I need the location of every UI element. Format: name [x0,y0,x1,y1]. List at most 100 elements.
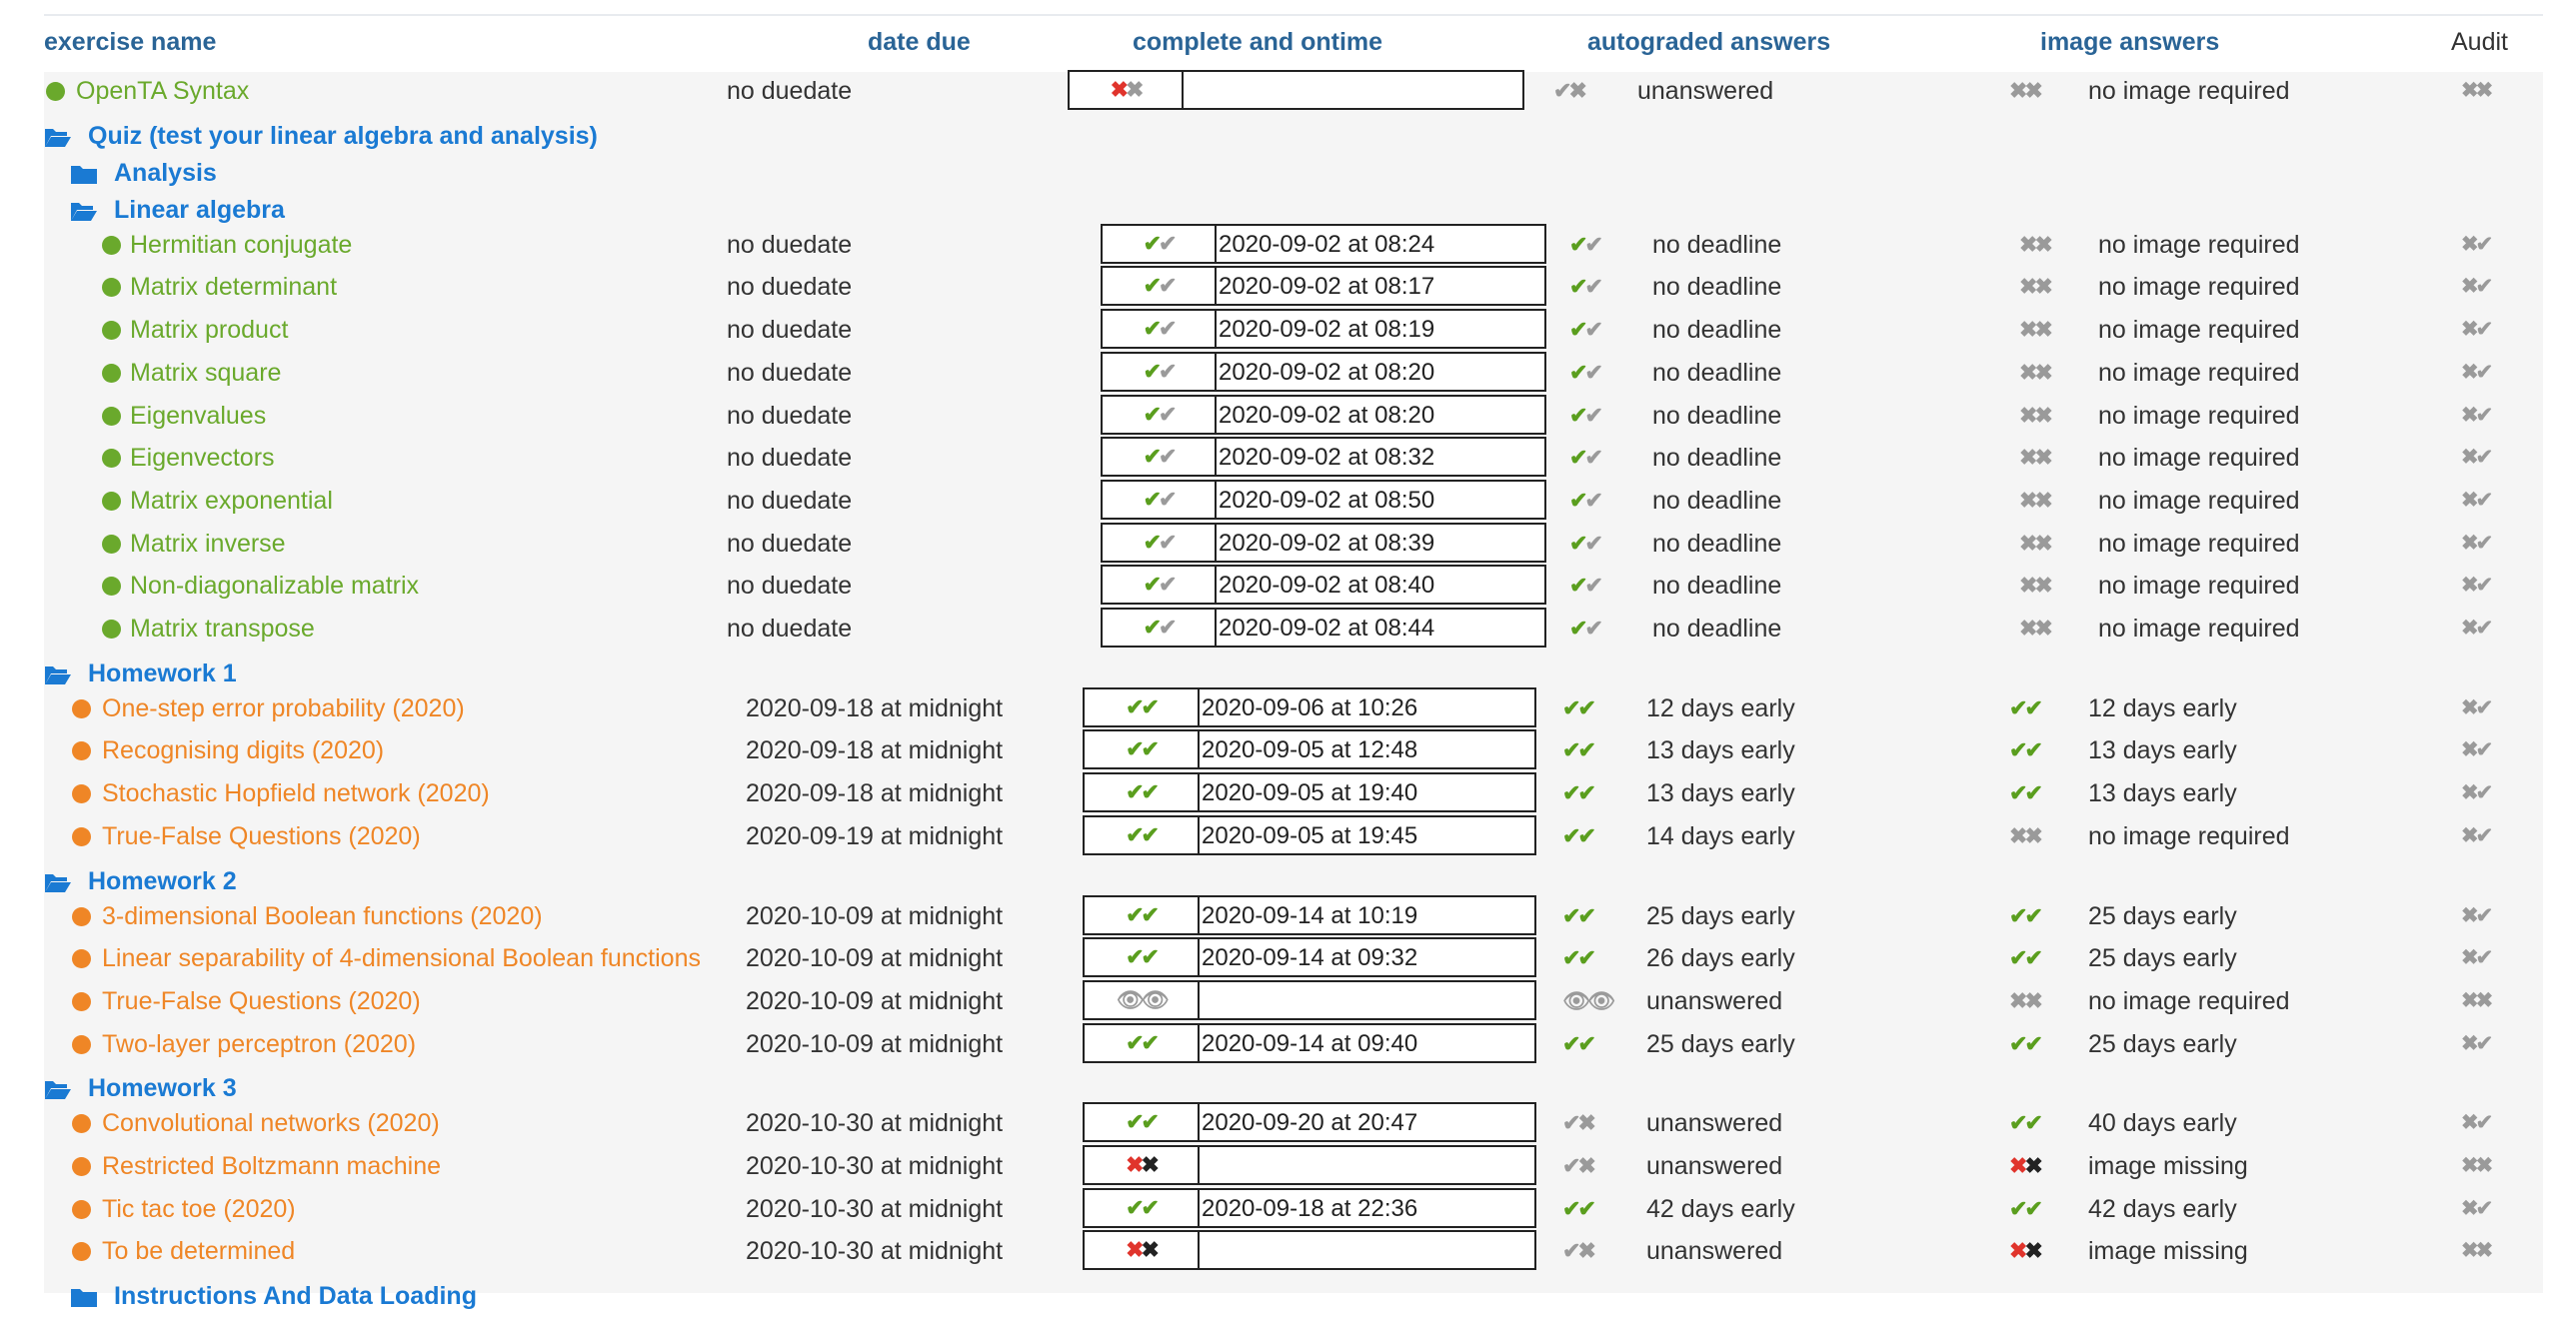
completion-box[interactable]: ✔✔ 2020-09-14 at 09:32 [1083,937,1536,978]
audit-cross-check-icon[interactable]: ✖✔ [2461,903,2493,927]
audit-cross-check-icon[interactable]: ✖✔ [2461,531,2493,555]
check-check-gray-icon[interactable]: ✔✔ [1569,573,1603,599]
folder-icon[interactable] [70,1286,98,1308]
completion-box[interactable]: ✔✔ 2020-09-05 at 12:48 [1083,729,1536,770]
double-check-icon[interactable]: ✔✔ [1562,1030,1596,1056]
audit-double-cross-icon[interactable]: ✖✖ [2461,79,2493,102]
double-check-icon[interactable]: ✔✔ [2009,1110,2043,1136]
completion-box[interactable]: ✔✔ 2020-09-18 at 22:36 [1083,1187,1536,1228]
double-check-icon[interactable]: ✔✔ [1126,821,1160,847]
double-check-icon[interactable]: ✔✔ [1562,1195,1596,1221]
double-check-icon[interactable]: ✔✔ [1562,737,1596,763]
check-check-gray-icon[interactable]: ✔✔ [1143,615,1178,640]
completion-box[interactable]: ✖✖ [1083,1230,1536,1271]
audit-cross-check-icon[interactable]: ✖✔ [2461,275,2493,299]
exercise-name-link[interactable]: Matrix inverse [130,529,286,558]
audit-cross-check-icon[interactable]: ✖✔ [2461,232,2493,256]
check-check-gray-icon[interactable]: ✔✔ [1569,274,1603,300]
hidden-eye-icon[interactable]: 👁👁 [1116,986,1170,1012]
double-check-icon[interactable]: ✔✔ [2009,737,2043,763]
folder-open-icon[interactable] [44,126,72,148]
exercise-name-link[interactable]: True-False Questions (2020) [102,821,421,850]
audit-double-cross-icon[interactable]: ✖✖ [2461,1154,2493,1177]
red-black-cross-icon[interactable]: ✖✖ [1126,1152,1160,1177]
double-cross-icon[interactable]: ✖✖ [2019,317,2053,343]
folder-row[interactable]: Linear algebra [0,191,2576,228]
audit-cross-check-icon[interactable]: ✖✔ [2461,1111,2493,1135]
double-check-icon[interactable]: ✔✔ [1562,822,1596,848]
exercise-name-link[interactable]: Matrix exponential [130,486,333,515]
double-cross-icon[interactable]: ✖✖ [2019,402,2053,428]
exercise-name-link[interactable]: OpenTA Syntax [76,77,250,105]
completion-box[interactable]: ✔✔ 2020-09-05 at 19:40 [1083,772,1536,813]
header-date-due[interactable]: date due [868,28,971,56]
header-autograded-answers[interactable]: autograded answers [1587,28,1831,56]
double-check-icon[interactable]: ✔✔ [2009,1195,2043,1221]
exercise-name-link[interactable]: Matrix square [130,358,282,387]
exercise-name-link[interactable]: Tic tac toe (2020) [102,1194,296,1223]
double-check-icon[interactable]: ✔✔ [1562,780,1596,806]
audit-cross-check-icon[interactable]: ✖✔ [2461,1196,2493,1220]
folder-name[interactable]: Quiz (test your linear algebra and analy… [88,121,598,150]
exercise-name-link[interactable]: Two-layer perceptron (2020) [102,1029,417,1058]
double-cross-icon[interactable]: ✖✖ [2019,616,2053,641]
completion-box[interactable]: ✔✔ 2020-09-05 at 19:45 [1083,814,1536,855]
red-black-cross-icon[interactable]: ✖✖ [1126,1237,1160,1263]
completion-box[interactable]: ✔✔ 2020-09-02 at 08:17 [1101,266,1546,307]
folder-name[interactable]: Homework 3 [88,1074,237,1103]
double-check-icon[interactable]: ✔✔ [2009,780,2043,806]
audit-cross-check-icon[interactable]: ✖✔ [2461,488,2493,512]
double-check-icon[interactable]: ✔✔ [1126,1109,1160,1135]
exercise-name-link[interactable]: Eigenvectors [130,444,275,473]
double-cross-icon[interactable]: ✖✖ [2019,231,2053,257]
check-check-gray-icon[interactable]: ✔✔ [1143,486,1178,512]
exercise-name-link[interactable]: Convolutional networks (2020) [102,1109,440,1138]
double-check-icon[interactable]: ✔✔ [1126,944,1160,970]
folder-icon[interactable] [70,163,98,185]
double-check-icon[interactable]: ✔✔ [1126,1194,1160,1220]
completion-box[interactable]: ✖✖ [1083,1145,1536,1185]
double-cross-icon[interactable]: ✖✖ [2019,573,2053,599]
check-check-gray-icon[interactable]: ✔✔ [1143,529,1178,555]
completion-box[interactable]: ✔✔ 2020-09-14 at 09:40 [1083,1022,1536,1063]
folder-row[interactable]: Quiz (test your linear algebra and analy… [0,117,2576,154]
exercise-name-link[interactable]: 3-dimensional Boolean functions (2020) [102,901,543,930]
red-cross-icon[interactable]: ✖✖ [1110,77,1145,102]
completion-box[interactable]: ✔✔ 2020-09-02 at 08:50 [1101,479,1546,520]
audit-cross-check-icon[interactable]: ✖✔ [2461,360,2493,384]
check-check-gray-icon[interactable]: ✔✔ [1143,273,1178,299]
check-check-gray-icon[interactable]: ✔✔ [1143,316,1178,342]
double-check-icon[interactable]: ✔✔ [2009,945,2043,971]
folder-row[interactable]: Homework 3 [0,1069,2576,1106]
audit-cross-check-icon[interactable]: ✖✔ [2461,403,2493,427]
audit-cross-check-icon[interactable]: ✖✔ [2461,823,2493,847]
double-check-icon[interactable]: ✔✔ [1126,736,1160,762]
audit-cross-check-icon[interactable]: ✖✔ [2461,574,2493,598]
double-cross-icon[interactable]: ✖✖ [2019,359,2053,385]
exercise-name-link[interactable]: Matrix determinant [130,273,338,302]
audit-cross-check-icon[interactable]: ✖✔ [2461,738,2493,762]
exercise-name-link[interactable]: Non-diagonalizable matrix [130,572,420,601]
folder-name[interactable]: Homework 2 [88,866,237,895]
audit-double-cross-icon[interactable]: ✖✖ [2461,1239,2493,1263]
header-complete-ontime[interactable]: complete and ontime [1133,28,1383,56]
check-cross-icon[interactable]: ✔✖ [1562,1110,1596,1136]
double-check-icon[interactable]: ✔✔ [2009,694,2043,720]
folder-name[interactable]: Homework 1 [88,659,237,687]
audit-cross-check-icon[interactable]: ✖✔ [2461,781,2493,805]
check-check-gray-icon[interactable]: ✔✔ [1143,572,1178,598]
completion-box[interactable]: 👁👁 [1083,979,1536,1020]
completion-box[interactable]: ✔✔ 2020-09-02 at 08:40 [1101,565,1546,606]
check-check-gray-icon[interactable]: ✔✔ [1569,402,1603,428]
folder-open-icon[interactable] [44,1078,72,1100]
double-check-icon[interactable]: ✔✔ [1562,902,1596,928]
completion-box[interactable]: ✔✔ 2020-09-02 at 08:24 [1101,223,1546,264]
header-image-answers[interactable]: image answers [2040,28,2220,56]
double-check-icon[interactable]: ✔✔ [2009,1030,2043,1056]
folder-row[interactable]: Homework 1 [0,655,2576,691]
double-check-icon[interactable]: ✔✔ [1126,693,1160,719]
audit-cross-check-icon[interactable]: ✖✔ [2461,446,2493,470]
double-check-icon[interactable]: ✔✔ [1562,945,1596,971]
check-check-gray-icon[interactable]: ✔✔ [1569,317,1603,343]
double-cross-icon[interactable]: ✖✖ [2009,822,2043,848]
